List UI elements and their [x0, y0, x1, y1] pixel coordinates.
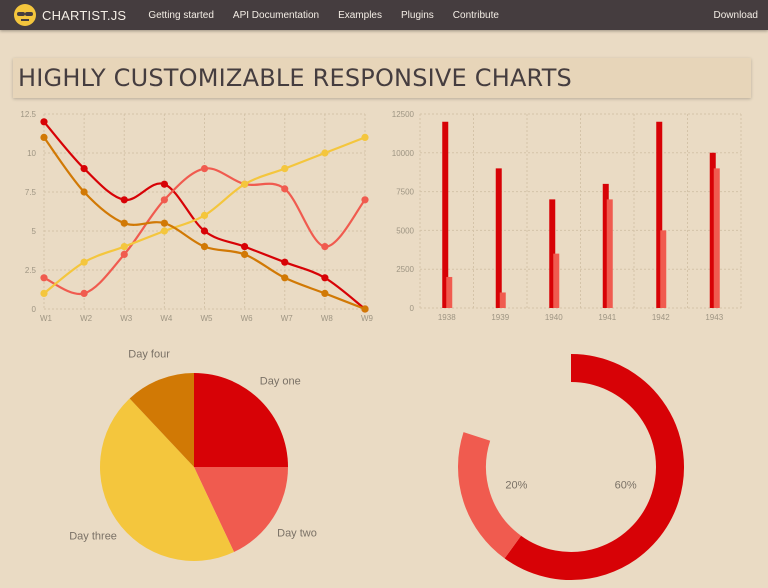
line-point-series-b	[120, 250, 128, 258]
nav-examples[interactable]: Examples	[338, 9, 382, 21]
line-chart-x-tick: W5	[201, 314, 214, 323]
line-point-series-c	[40, 289, 48, 297]
line-point-series-a	[120, 196, 128, 204]
bar-chart-y-tick: 5000	[396, 226, 414, 235]
line-chart-x-tick: W4	[160, 314, 173, 323]
bar-chart-x-tick: 1942	[652, 313, 670, 322]
donut-chart: 60% 20%	[458, 354, 684, 580]
line-point-series-d	[40, 133, 48, 141]
pie-label: Day two	[277, 527, 317, 539]
bar-chart-x-tick: 1940	[545, 313, 563, 322]
line-point-series-a	[80, 165, 88, 173]
line-point-series-a	[321, 274, 329, 282]
line-point-series-d	[160, 219, 168, 227]
chartist-logo-icon	[14, 4, 36, 26]
line-point-series-c	[160, 227, 168, 235]
line-point-series-d	[200, 243, 209, 251]
pie-slice-day-four	[129, 373, 194, 467]
bar-chart-y-tick: 7500	[396, 188, 414, 197]
pie-label: Day one	[260, 376, 301, 388]
line-chart-y-tick: 10	[27, 149, 36, 158]
line-chart-x-tick: W6	[241, 314, 254, 323]
line-point-series-c	[321, 149, 329, 157]
bar-chart-x-tick: 1939	[491, 313, 509, 322]
bar-chart-x-tick: 1941	[598, 313, 616, 322]
line-chart-y-tick: 12.5	[20, 110, 36, 119]
donut-segment-primary	[504, 354, 684, 580]
hero-banner: HIGHLY CUSTOMIZABLE RESPONSIVE CHARTS	[13, 58, 751, 98]
line-chart-x-tick: W3	[120, 314, 133, 323]
nav-api-documentation[interactable]: API Documentation	[232, 9, 320, 21]
pie-chart: Day one Day two Day three Day four	[69, 349, 317, 561]
line-point-series-c	[241, 180, 249, 188]
donut-segment-secondary	[458, 432, 522, 559]
line-point-series-a	[160, 180, 168, 188]
bar-chart-x-tick: 1943	[705, 313, 723, 322]
bar-chart-y-tick: 2500	[396, 265, 414, 274]
line-chart: 0 2.5 5 7.5 10 12.5 W1 W2 W3 W4 W5 W6 W7 W8 W9	[20, 110, 374, 323]
line-point-series-d	[80, 188, 88, 196]
line-point-series-a	[200, 227, 209, 235]
line-point-series-b	[281, 185, 289, 193]
nav-contribute[interactable]: Contribute	[452, 9, 499, 21]
line-point-series-b	[40, 274, 48, 282]
donut-label: 60%	[615, 480, 637, 492]
pie-label: Day four	[128, 349, 170, 361]
line-point-series-c	[200, 211, 209, 219]
donut-label: 20%	[505, 480, 527, 492]
pie-label: Day three	[69, 531, 117, 543]
nav-plugins[interactable]: Plugins	[400, 9, 434, 21]
line-point-series-c	[120, 243, 128, 251]
line-point-series-b	[80, 289, 88, 297]
line-point-series-b	[321, 243, 329, 251]
line-point-series-d	[120, 219, 128, 227]
line-point-series-c	[281, 165, 289, 173]
nav-download[interactable]: Download	[713, 9, 758, 21]
line-chart-x-tick: W1	[40, 314, 53, 323]
line-point-series-d	[361, 305, 369, 313]
hero-title: HIGHLY CUSTOMIZABLE RESPONSIVE CHARTS	[18, 64, 572, 92]
line-point-series-a	[241, 243, 249, 251]
pie-slice-day-two	[194, 467, 288, 553]
line-point-series-a	[40, 118, 48, 126]
bar-chart-y-tick: 10000	[392, 149, 415, 158]
brand-name: CHARTIST.JS	[42, 7, 127, 23]
line-point-series-c	[361, 133, 369, 141]
line-point-series-d	[281, 274, 289, 282]
pie-slice-day-one	[194, 373, 288, 467]
line-point-series-d	[241, 250, 249, 258]
bar-chart-x-tick: 1938	[438, 313, 456, 322]
line-chart-y-tick: 0	[32, 305, 37, 314]
line-chart-y-tick: 7.5	[25, 188, 37, 197]
line-chart-x-tick: W2	[80, 314, 93, 323]
line-point-series-d	[321, 289, 329, 297]
line-chart-y-tick: 5	[32, 227, 37, 236]
line-point-series-b	[160, 196, 168, 204]
pie-slice-day-three	[100, 398, 235, 561]
nav-getting-started[interactable]: Getting started	[148, 9, 214, 21]
line-chart-x-tick: W7	[281, 314, 294, 323]
line-point-series-b	[361, 196, 369, 204]
line-chart-x-tick: W8	[321, 314, 334, 323]
bar-chart-y-tick: 0	[410, 304, 415, 313]
line-point-series-c	[80, 258, 88, 266]
top-navbar: CHARTIST.JS Getting started API Document…	[0, 0, 768, 30]
line-chart-y-tick: 2.5	[25, 266, 37, 275]
line-chart-x-tick: W9	[361, 314, 374, 323]
line-point-series-a	[281, 258, 289, 266]
bar-chart: 0 2500 5000 7500 10000 12500 1938 1939 1940 1941 1…	[392, 110, 742, 322]
line-point-series-b	[200, 165, 209, 173]
bar-chart-y-tick: 12500	[392, 110, 415, 119]
home-logo-link[interactable]: CHARTIST.JS	[14, 4, 126, 26]
